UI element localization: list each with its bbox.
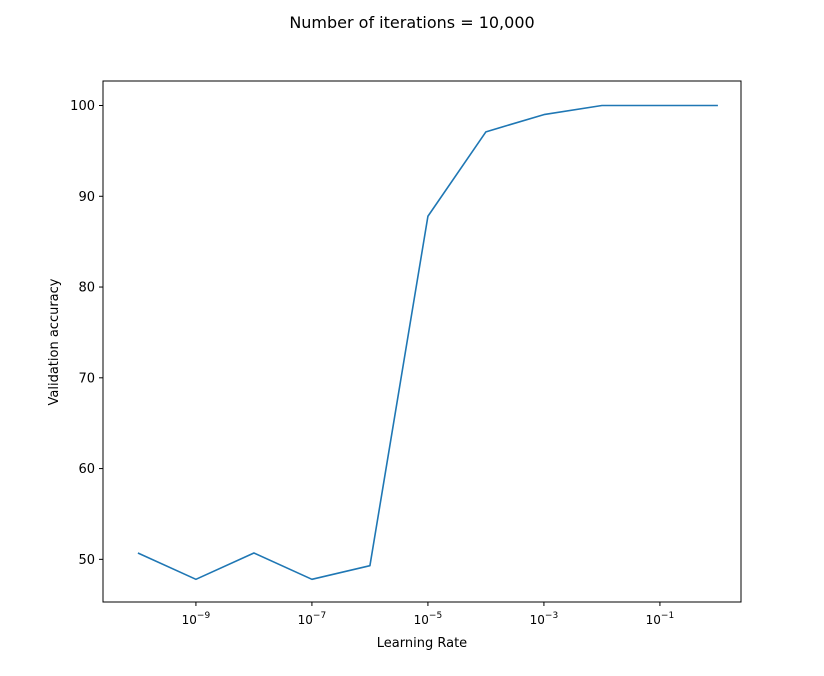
y-axis-label: Validation accuracy xyxy=(47,278,62,405)
y-axis-ticks: 50 60 70 80 90 100 xyxy=(70,99,103,568)
x-tick-label: 10−1 xyxy=(646,611,675,627)
x-tick-label: 10−3 xyxy=(530,611,559,627)
x-tick-label: 10−9 xyxy=(182,611,211,627)
y-tick-label: 60 xyxy=(78,462,95,477)
x-tick-label: 10−7 xyxy=(298,611,327,627)
y-tick-label: 90 xyxy=(78,190,95,205)
y-tick-label: 100 xyxy=(70,99,95,114)
figure-title: Number of iterations = 10,000 xyxy=(289,13,534,32)
axes-frame xyxy=(102,80,742,603)
y-tick-label: 80 xyxy=(78,281,95,296)
y-tick-label: 70 xyxy=(78,371,95,386)
series-line-0 xyxy=(137,104,718,581)
x-axis-ticks: 10−9 10−7 10−5 10−3 10−1 xyxy=(182,602,675,627)
y-tick-label: 50 xyxy=(78,553,95,568)
x-axis-label: Learning Rate xyxy=(377,636,467,651)
plot-area: 10−9 10−7 10−5 10−3 10−1 50 60 70 80 90 100 xyxy=(70,80,742,627)
x-tick-label: 10−5 xyxy=(414,611,443,627)
series-layer xyxy=(137,104,718,581)
